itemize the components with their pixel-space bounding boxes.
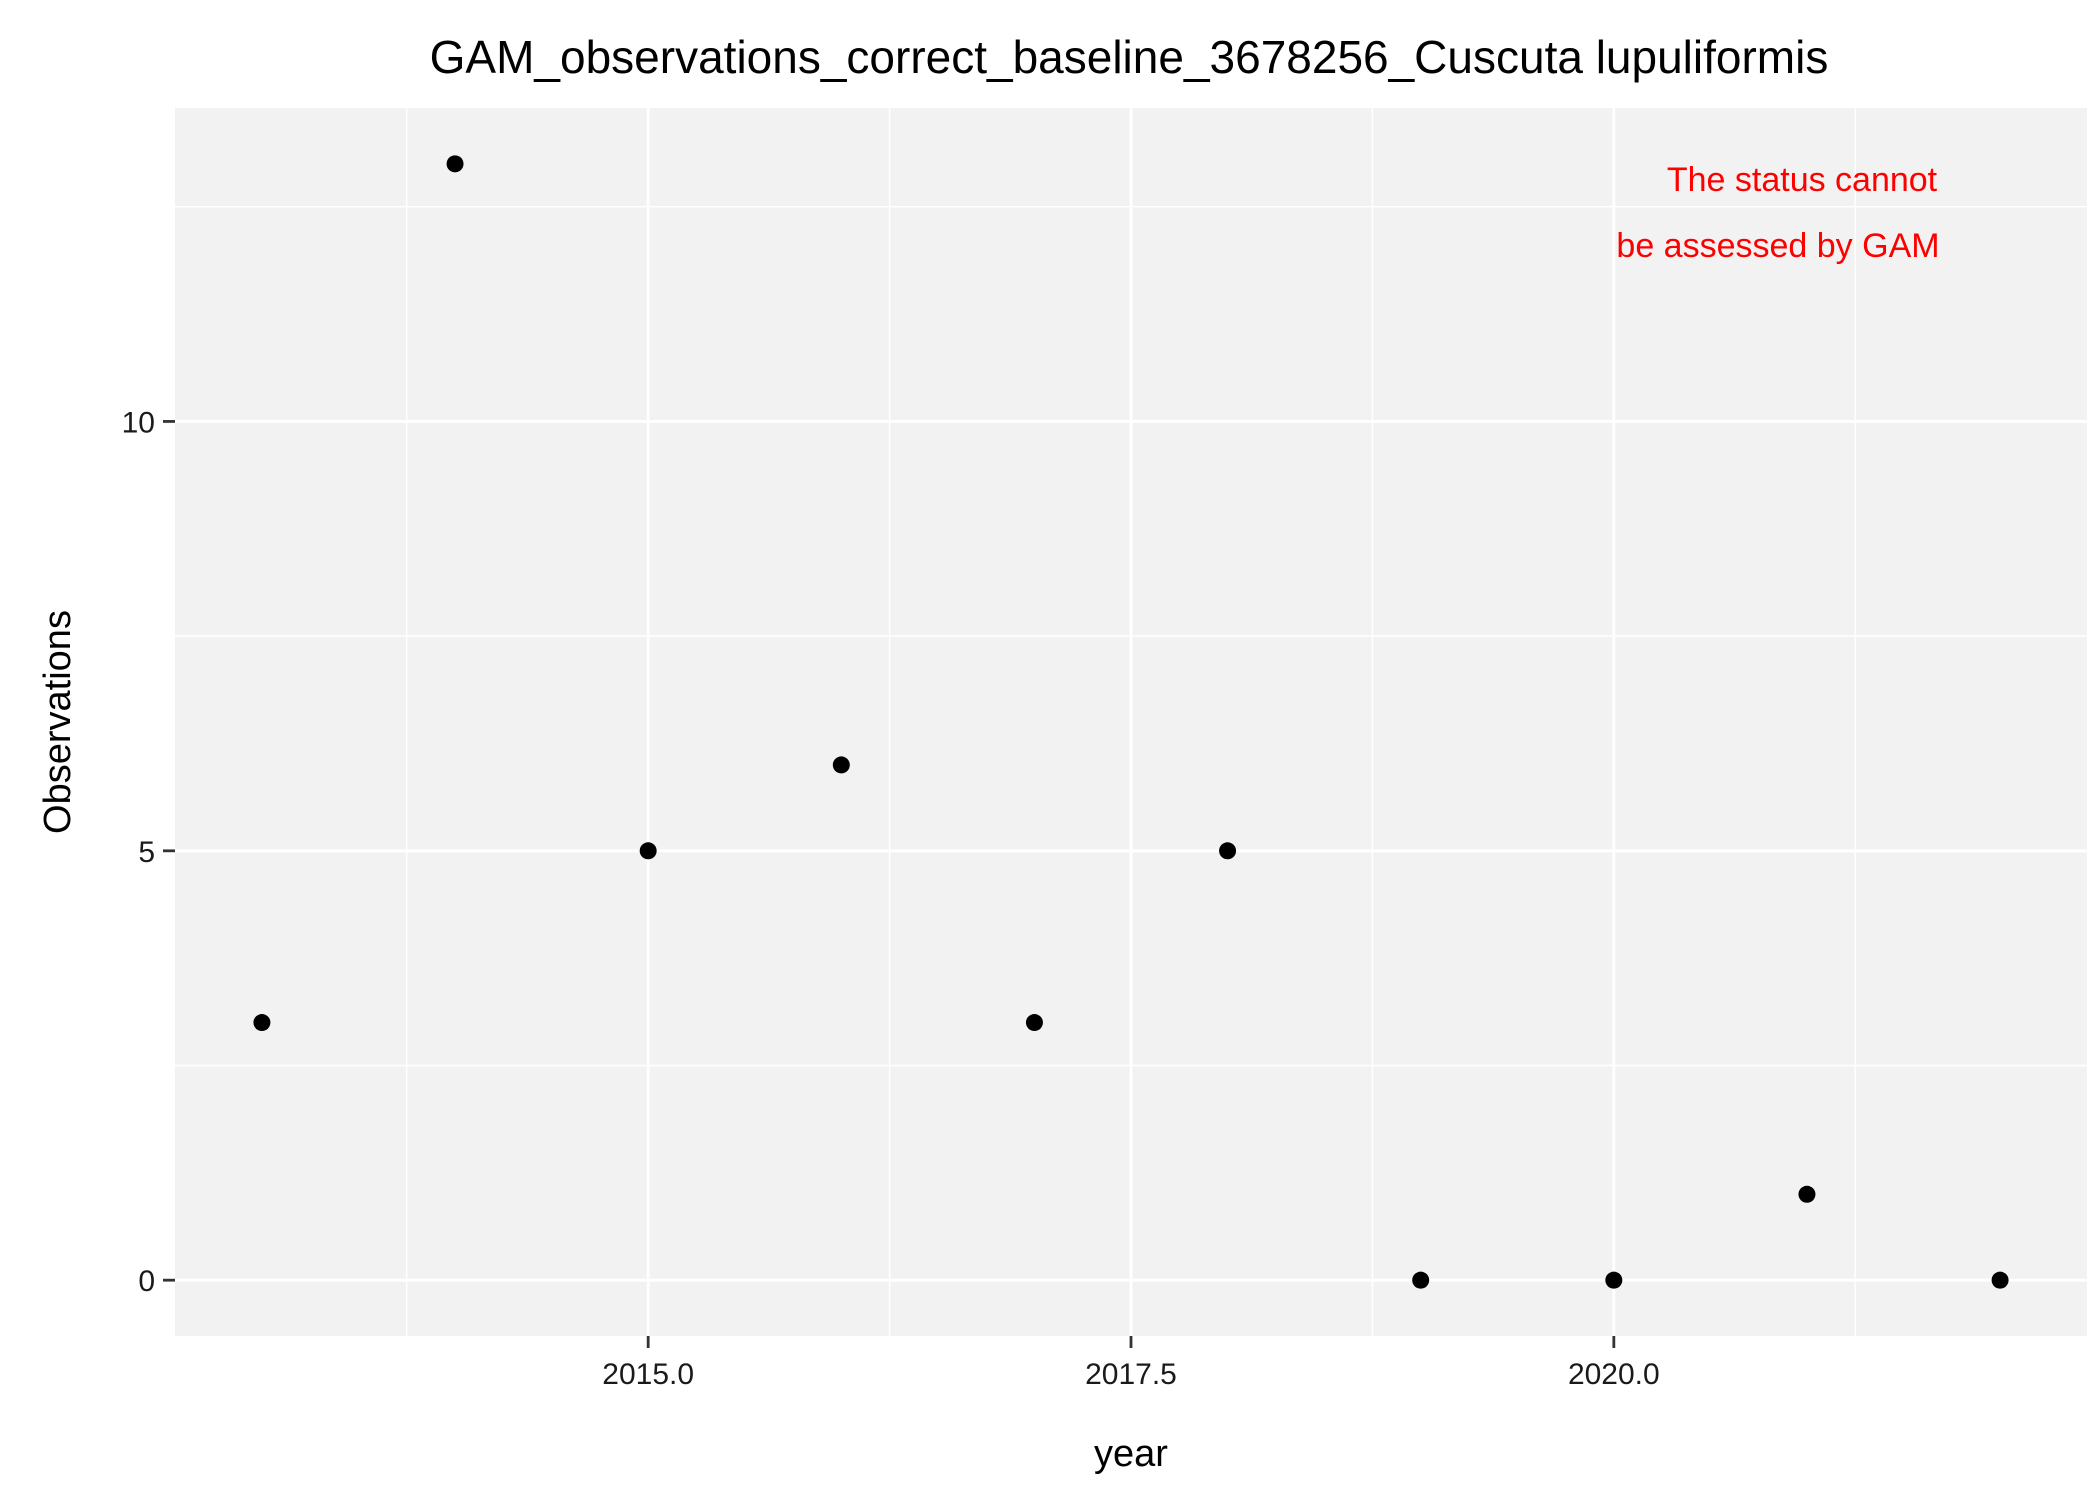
data-point	[1991, 1271, 2009, 1289]
data-point	[253, 1014, 271, 1032]
data-points	[253, 155, 2009, 1289]
data-point	[1412, 1271, 1430, 1289]
data-point	[1605, 1271, 1623, 1289]
data-point	[1025, 1014, 1043, 1032]
chart-title: GAM_observations_correct_baseline_367825…	[430, 31, 1829, 83]
y-axis-title: Observations	[37, 610, 79, 834]
data-point	[832, 756, 850, 774]
y-tick-label: 0	[138, 1265, 155, 1298]
data-point	[446, 155, 464, 173]
annotation-line-1: The status cannot	[1667, 161, 1938, 199]
x-axis: 2015.0 2017.5 2020.0	[602, 1336, 1660, 1391]
data-point	[1798, 1185, 1816, 1203]
y-tick-label: 10	[122, 406, 155, 439]
y-axis: 0 5 10	[122, 406, 175, 1298]
x-tick-label: 2017.5	[1085, 1358, 1177, 1391]
annotation-line-2: be assessed by GAM	[1616, 227, 1939, 265]
major-gridlines	[175, 108, 2087, 1336]
y-tick-label: 5	[138, 836, 155, 869]
data-point	[639, 842, 657, 860]
x-tick-label: 2015.0	[602, 1358, 694, 1391]
data-point	[1219, 842, 1237, 860]
x-tick-label: 2020.0	[1568, 1358, 1660, 1391]
status-annotation: The status cannot be assessed by GAM	[1616, 161, 1939, 265]
x-axis-title: year	[1094, 1433, 1168, 1475]
